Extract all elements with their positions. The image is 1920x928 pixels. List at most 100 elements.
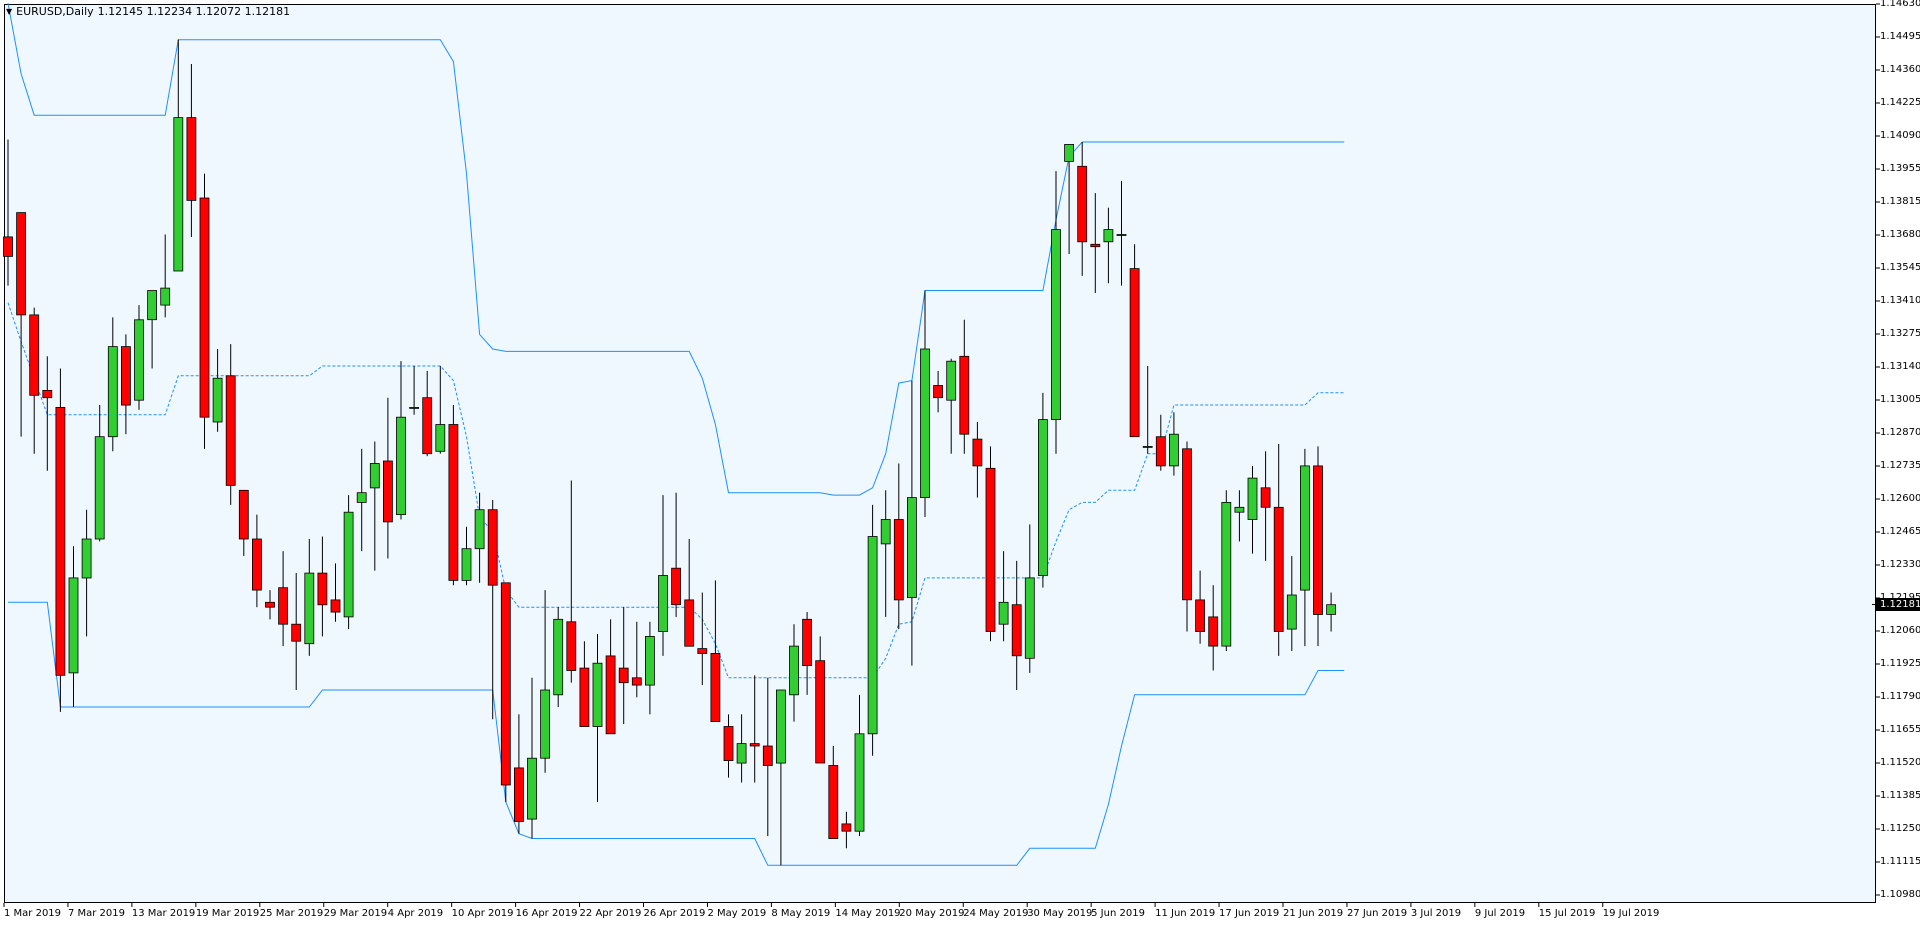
date-axis-label: 1 Mar 2019 [4,908,62,919]
bear-candle [579,667,590,727]
bull-candle [658,575,668,632]
price-axis-label: 1.12060 [1880,625,1920,636]
date-axis-label: 9 Jul 2019 [1474,908,1526,919]
bear-candle [802,618,812,666]
bull-candle [776,689,786,764]
bear-candle [631,677,642,686]
bear-candle [1077,165,1088,243]
bull-candle [1286,594,1297,630]
bull-candle [343,511,354,618]
date-axis-label: 24 May 2019 [963,908,1029,919]
date-axis-label: 20 May 2019 [899,908,965,919]
bull-candle [1300,465,1310,591]
date-axis-label: 16 Apr 2019 [515,908,578,919]
bull-candle [907,497,917,598]
date-axis-label: 30 May 2019 [1027,908,1093,919]
bull-candle [854,733,865,832]
bull-candle [461,548,472,581]
price-axis-label: 1.13955 [1880,163,1920,174]
bear-candle [500,582,511,786]
date-axis-label: 14 May 2019 [835,908,901,919]
bear-candle [618,667,629,684]
bear-candle [487,509,498,586]
price-axis-label: 1.11790 [1880,691,1920,702]
price-axis-label: 1.12195 [1880,592,1920,603]
bear-candle [1313,465,1323,615]
bear-candle [3,236,13,257]
bull-candle [789,645,799,696]
bear-candle [55,406,66,676]
bull-candle [1103,229,1114,243]
symbol-timeframe: EURUSD,Daily [16,5,94,18]
bear-candle [815,660,826,764]
bear-candle [749,743,760,747]
bull-candle [645,636,655,686]
bear-candle [121,346,131,406]
chart-plot-area[interactable] [4,4,1876,903]
bull-candle [134,319,144,401]
bear-candle [697,648,708,654]
price-axis-label: 1.12870 [1880,427,1920,438]
bear-candle [42,389,53,399]
bear-candle [972,438,983,467]
bear-candle [828,765,839,839]
bear-candle [1155,436,1166,467]
bull-candle [1142,445,1153,448]
price-axis-label: 1.11385 [1880,790,1920,801]
bull-candle [998,601,1009,625]
bear-candle [251,538,262,591]
channel-upper-line [7,3,1345,496]
bear-candle [762,745,773,766]
bull-candle [160,287,171,306]
bull-candle [356,492,367,503]
triangle-down-icon[interactable]: ▼ [6,7,13,16]
price-axis-label: 1.13005 [1880,394,1920,405]
date-axis-label: 27 Jun 2019 [1346,908,1408,919]
price-axis-label: 1.14225 [1880,97,1920,108]
price-axis-label: 1.14090 [1880,130,1920,141]
bear-candle [238,489,249,540]
bull-candle [920,348,930,499]
bear-candle [1182,448,1192,601]
bear-candle [199,197,210,418]
date-axis-label: 22 Apr 2019 [579,908,642,919]
date-axis-label: 29 Mar 2019 [323,908,388,919]
price-axis-label: 1.13275 [1880,328,1920,339]
bull-candle [1051,229,1061,421]
bull-candle [1116,234,1127,236]
bear-candle [933,385,943,399]
price-axis-label: 1.12465 [1880,526,1920,537]
bear-candle [723,726,734,761]
bear-candle [605,655,616,735]
ohlc-values: 1.12145 1.12234 1.12072 1.12181 [97,5,291,18]
bear-candle [16,212,27,316]
bull-candle [867,536,878,735]
date-axis-label: 7 Mar 2019 [67,908,125,919]
bear-candle [422,397,433,455]
date-axis-label: 2 May 2019 [707,908,767,919]
price-axis-label: 1.12600 [1880,493,1920,504]
bull-candle [1024,577,1035,659]
bear-candle [382,460,393,523]
bull-candle [304,572,315,645]
date-axis-label: 19 Mar 2019 [195,908,260,919]
bear-candle [186,117,197,201]
bull-candle [68,577,79,674]
bull-candle [369,463,380,489]
bear-candle [1090,243,1101,248]
bear-candle [841,823,852,832]
price-axis-label: 1.14630 [1880,0,1920,9]
price-axis-label: 1.14495 [1880,31,1920,42]
bear-candle [278,587,289,625]
date-axis-label: 17 Jun 2019 [1219,908,1280,919]
date-axis-label: 25 Mar 2019 [259,908,324,919]
price-axis-label: 1.13815 [1880,196,1920,207]
bear-candle [265,601,275,608]
price-axis-label: 1.11520 [1880,757,1920,768]
bear-candle [684,599,695,647]
bear-candle [1129,268,1140,438]
price-axis-label: 1.12735 [1880,460,1920,471]
bull-candle [592,662,603,727]
bear-candle [1011,604,1022,657]
